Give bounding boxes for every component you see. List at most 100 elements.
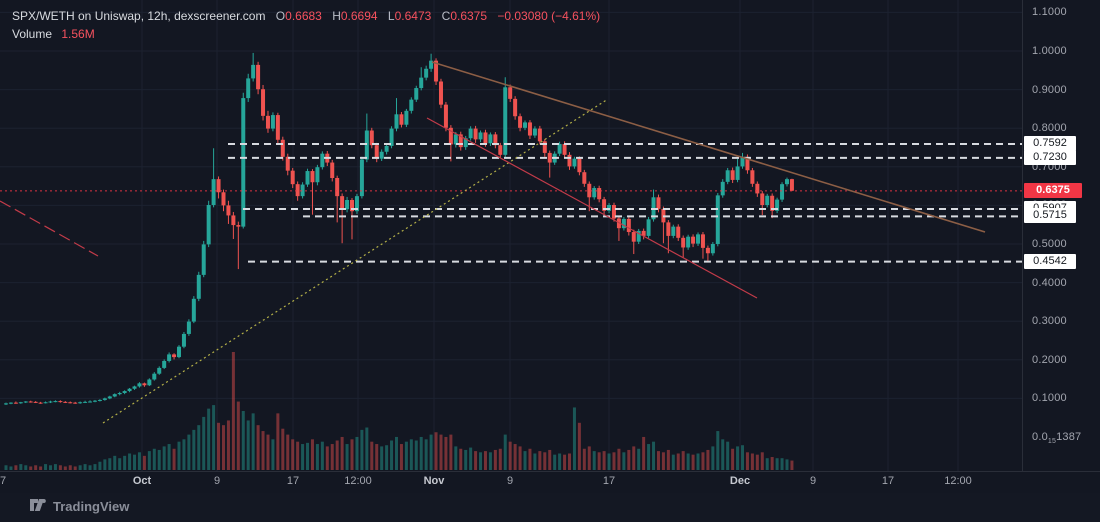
volume-bar — [226, 420, 230, 470]
trendline-inner-descending-red[interactable] — [426, 117, 758, 299]
candle-body — [117, 392, 122, 395]
volume-bar — [518, 446, 522, 470]
volume-bar — [741, 445, 745, 470]
tradingview-logo-text: TradingView — [53, 499, 130, 514]
trendline-descending-resistance[interactable] — [431, 61, 986, 233]
candle-body — [448, 127, 453, 145]
candle-body — [493, 134, 498, 146]
candle-body — [700, 234, 705, 248]
candle-body — [122, 391, 127, 393]
volume-bar — [320, 441, 324, 470]
chart-legend: SPX/WETH on Uniswap, 12h, dexscreener.co… — [12, 8, 600, 42]
candle-body — [770, 195, 775, 211]
candle-body — [577, 158, 582, 173]
candle-body — [532, 128, 537, 136]
grid-lines — [0, 0, 1022, 471]
candle-body — [646, 219, 651, 236]
candle-body — [68, 402, 73, 404]
candle-body — [58, 401, 63, 403]
candle-body — [181, 333, 186, 347]
candle-body — [211, 179, 216, 206]
volume-bar — [246, 420, 250, 470]
volume-bars — [4, 352, 794, 470]
candle-body — [453, 134, 458, 145]
candle-body — [429, 60, 434, 69]
volume-bar — [563, 454, 567, 470]
candle-body — [784, 179, 789, 185]
candle-body — [438, 81, 443, 105]
candle-body — [473, 128, 478, 140]
trendline-left-edge-red-dashed[interactable] — [0, 200, 99, 257]
candle-body — [191, 298, 196, 322]
volume-bar — [696, 453, 700, 470]
price-axis[interactable]: 1.10001.00000.90000.80000.70000.60000.50… — [1022, 0, 1100, 471]
candle-body — [562, 144, 567, 155]
time-tick-label: 9 — [506, 475, 514, 487]
candle-body — [636, 230, 641, 242]
candle-body — [399, 114, 404, 125]
tradingview-attribution[interactable]: TradingView — [30, 499, 129, 514]
volume-bar — [360, 429, 364, 470]
volume-bar — [755, 454, 759, 470]
candle-body — [414, 88, 419, 100]
volume-bar — [479, 452, 483, 470]
volume-bar — [474, 451, 478, 470]
trendline-ascending-support-dotted[interactable] — [102, 98, 609, 424]
volume-bar — [459, 448, 463, 470]
volume-bar — [661, 452, 665, 470]
volume-bar — [726, 441, 730, 470]
candle-body — [443, 104, 448, 128]
volume-bar — [607, 453, 611, 470]
candle-body — [715, 195, 720, 244]
candle-body — [725, 170, 730, 182]
candle-body — [112, 394, 117, 397]
volume-bar — [306, 442, 310, 470]
volume-bar — [118, 458, 122, 470]
volume-bar — [325, 446, 329, 470]
footer-bar: TradingView — [0, 493, 1100, 522]
time-tick-label: 7 — [0, 475, 7, 487]
price-tick-label: 0.2000 — [1032, 353, 1067, 366]
volume-bar — [394, 436, 398, 470]
volume-bar — [133, 454, 137, 470]
volume-bar — [34, 465, 38, 470]
open-value: 0.6683 — [285, 9, 322, 23]
symbol-title: SPX/WETH on Uniswap, 12h, dexscreener.co… — [12, 9, 266, 23]
legend-volume-row: Volume 1.56M — [12, 26, 600, 42]
candle-body — [167, 354, 172, 361]
volume-bar — [103, 459, 107, 470]
volume-bar — [617, 448, 621, 470]
volume-bar — [236, 401, 240, 470]
candle-body — [626, 218, 631, 233]
volume-bar — [652, 441, 656, 470]
price-tick-label: 1.1000 — [1032, 6, 1067, 19]
time-tick-label: Nov — [423, 475, 445, 487]
candle-body — [369, 130, 374, 146]
volume-bar — [58, 465, 62, 470]
candle-body — [251, 64, 256, 79]
volume-bar — [256, 425, 260, 470]
volume-bar — [301, 444, 305, 470]
time-tick-label: Oct — [132, 475, 152, 487]
volume-bar — [217, 422, 221, 470]
volume-bar — [385, 445, 389, 470]
volume-bar — [587, 446, 591, 470]
candle-body — [434, 60, 439, 82]
price-tick-label: 0.9000 — [1032, 83, 1067, 96]
candle-body — [315, 167, 320, 183]
candle-body — [350, 199, 355, 212]
candle-body — [666, 222, 671, 236]
volume-bar — [192, 429, 196, 470]
candle-body — [8, 402, 13, 404]
price-tick-label: 0.3000 — [1032, 315, 1067, 328]
candle-body — [681, 237, 686, 248]
time-axis[interactable]: 7 Oct 9 17 12:00 Nov 9 17 Dec 9 17 12:00 — [0, 471, 1100, 494]
candle-body — [705, 247, 710, 254]
volume-bar — [731, 448, 735, 470]
volume-bar — [29, 466, 33, 470]
volume-bar — [449, 434, 453, 470]
candle-body — [750, 170, 755, 184]
candle-body — [345, 199, 350, 210]
